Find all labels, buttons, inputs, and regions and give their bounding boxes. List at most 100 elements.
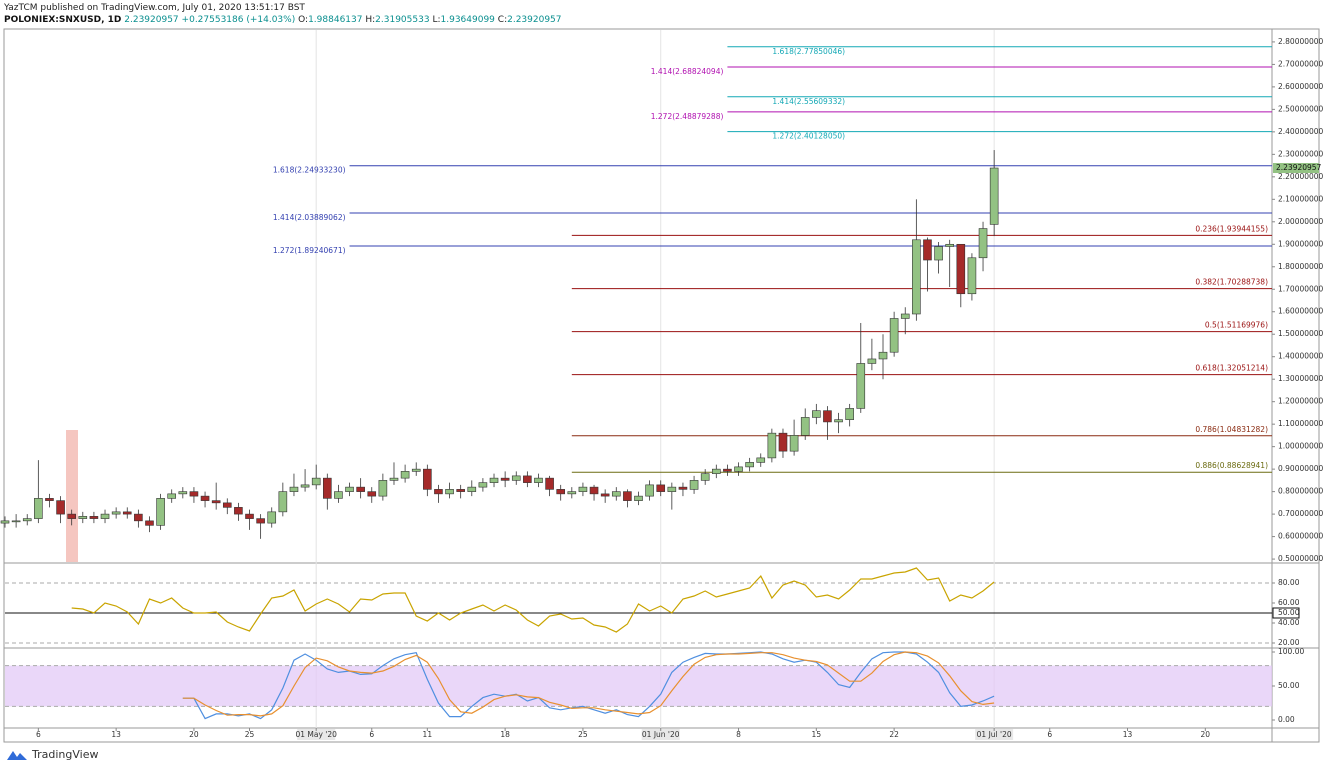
y-tick-label: 50.00 [1278,681,1300,690]
x-tick-label: 20 [1201,730,1211,739]
candle-body [11,520,21,523]
candle-body [300,484,310,488]
candle-body [823,410,832,423]
candle-body [667,486,677,492]
candle-body [367,491,377,497]
ohlc-value: 2.31905533 [375,15,430,25]
ohlc-value: 2.23920957 [507,15,562,25]
candle-body [878,351,888,360]
y-tick-box [1272,607,1300,619]
y-tick-label: 0.70000000 [1278,509,1323,518]
price-tag [1273,163,1319,174]
fib-label: 1.618(2.77850046) [772,47,845,56]
author-line: YazTCM published on TradingView.com, Jul… [4,3,305,13]
candle-body [122,511,132,515]
candle-body [489,477,499,483]
candle-body [900,313,910,319]
x-tick-label: 01 May '20 [295,730,337,739]
change: +0.27553186 (+14.03%) [181,15,296,25]
fib-label: 1.414(2.68824094) [651,67,724,76]
last-price: 2.23920957 [124,15,179,25]
footer: TradingView [6,748,98,761]
x-tick-label: 13 [111,730,121,739]
candle-body [700,473,710,481]
candle-body [912,239,921,315]
frame [3,28,1320,743]
y-tick-label: 2.20000000 [1278,172,1323,181]
x-tick-label: 8 [736,730,741,739]
candle-body [934,246,943,261]
candle-body [278,491,288,513]
candle-body [145,520,154,526]
candle-body [634,495,643,501]
candle-body [311,477,321,486]
candle-body [22,518,32,522]
candle-body [423,468,432,490]
x-tick-box [297,729,336,740]
candle-body [678,486,688,490]
fib-label: 0.786(1.04831282) [1195,425,1268,434]
candle-body [356,486,365,492]
fib-label: 0.236(1.93944155) [1195,224,1268,233]
ohlc-value: 1.98846137 [308,15,363,25]
y-tick-label: 1.20000000 [1278,397,1323,406]
candle-body [645,484,654,497]
candle-body [767,432,777,459]
indicator-line [71,567,995,633]
candle-body [956,243,966,295]
fib-label: 1.272(2.40128050) [772,132,845,141]
ohlc-value: 1.93649099 [440,15,495,25]
candle-body [800,417,810,436]
x-tick-label: 01 Jun '20 [642,730,680,739]
candle-body [756,457,766,463]
fib-label: 1.414(2.55609332) [772,97,845,106]
candle-body [711,468,721,474]
y-tick-label: 2.10000000 [1278,194,1323,203]
candle-body [0,520,10,524]
ohlc-label: L: [432,15,441,25]
y-tick-label: 40.00 [1278,618,1300,627]
candle-body [234,507,243,515]
candle-body [156,498,165,526]
fib-label: 1.414(2.03889062) [273,213,346,222]
candle-body [867,358,877,364]
candle-body [723,468,732,472]
ohlc-label: O: [298,15,309,25]
y-tick-label: 2.80000000 [1278,37,1323,46]
x-tick-label: 18 [500,730,510,739]
candle-body [189,491,199,497]
candle-body [967,257,977,295]
y-tick-label: 0.60000000 [1278,532,1323,541]
candle-body [411,468,421,472]
candle-body [889,318,899,353]
candle-body [434,489,443,495]
candle-body [656,484,666,492]
fib-label: 1.272(1.89240671) [273,246,346,255]
candle-body [178,491,188,495]
fib-label: 0.618(1.32051214) [1195,364,1268,373]
candle-body [211,500,221,504]
fib-label: 0.5(1.51169976) [1205,321,1268,330]
indicator-line [182,651,995,717]
y-tick-label: 50.00 [1278,608,1300,617]
candle-body [45,498,54,501]
candle-body [789,435,799,452]
candle-body [745,462,754,468]
y-tick-label: 1.60000000 [1278,307,1323,316]
candle-body [734,466,743,472]
y-tick-label: 0.00 [1278,715,1295,724]
candle-body [345,486,354,492]
candle-body [923,239,932,261]
y-tick-label: 20.00 [1278,638,1300,647]
symbol: POLONIEX:SNXUSD, 1D [4,15,122,25]
x-tick-label: 22 [889,730,899,739]
y-tick-label: 1.30000000 [1278,374,1323,383]
candle-body [456,489,465,492]
candle-body [978,228,988,259]
candle-body [523,475,532,483]
candle-body [56,500,65,515]
y-tick-label: 1.40000000 [1278,352,1323,361]
candle-body [389,477,399,481]
y-tick-label: 0.80000000 [1278,487,1323,496]
x-tick-box [975,729,1014,740]
